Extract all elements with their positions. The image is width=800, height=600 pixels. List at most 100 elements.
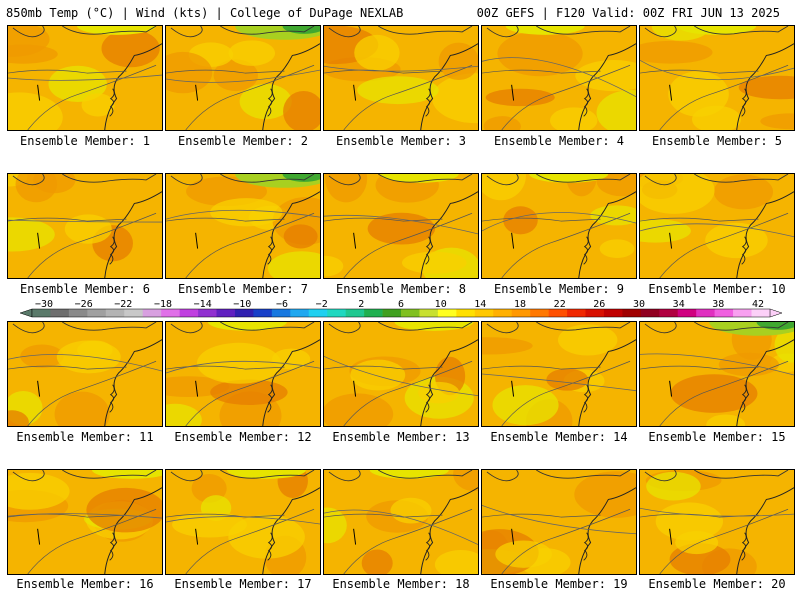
cool-air-region: [77, 26, 156, 35]
ensemble-map-panel: [7, 321, 163, 427]
temperature-blob: [81, 93, 115, 117]
colorbar-tick-label: 38: [712, 299, 724, 310]
map-mark: [353, 380, 357, 397]
bay-outline: [109, 532, 115, 561]
bay-outline: [583, 532, 589, 561]
temperature-blob: [668, 71, 729, 117]
lake-outline: [220, 174, 315, 183]
temperature-blob: [239, 83, 292, 120]
temperature-blob: [434, 550, 478, 574]
colorbar-swatch: [290, 309, 310, 317]
ensemble-map-panel: [323, 173, 479, 279]
temperature-blob: [8, 217, 55, 252]
temperature-blob: [324, 393, 394, 426]
lake-outline: [220, 470, 315, 479]
lake-outline: [170, 174, 203, 186]
state-border: [185, 64, 315, 130]
colorbar-swatch: [733, 309, 752, 317]
state-border: [8, 365, 127, 370]
lake-outline: [694, 174, 789, 183]
temperature-blob: [495, 540, 552, 568]
map-mark: [353, 84, 357, 101]
map-mark: [511, 232, 515, 249]
height-contour: [482, 504, 636, 535]
state-border: [659, 212, 789, 278]
map-mark: [37, 232, 41, 249]
colorbar-swatch: [50, 309, 70, 317]
temperature-blob: [483, 116, 521, 130]
colorbar-swatch: [456, 309, 476, 317]
temperature-blob: [48, 65, 107, 103]
bay-outline: [583, 236, 589, 265]
temperature-blob: [738, 75, 794, 100]
colorbar-tick-label: 22: [554, 299, 566, 310]
panel-label: Ensemble Member: 19: [490, 577, 628, 591]
model-run-info: 00Z GEFS | F120 Valid: 00Z FRI JUN 13 20…: [476, 6, 780, 20]
lake-outline: [486, 470, 519, 482]
state-border: [343, 64, 473, 130]
height-contour: [166, 69, 320, 83]
map-mark: [511, 380, 515, 397]
ensemble-map-panel: [323, 25, 479, 131]
ensemble-map-panel: [7, 173, 163, 279]
lake-outline: [328, 26, 361, 38]
state-border: [27, 212, 157, 278]
state-border: [166, 217, 285, 222]
temperature-blob: [361, 549, 393, 574]
bay-outline: [109, 88, 115, 117]
ensemble-map-panel: [639, 25, 795, 131]
ensemble-map-panel: [165, 25, 321, 131]
lake-outline: [170, 322, 203, 334]
colorbar-swatch: [751, 309, 771, 317]
colorbar-swatch: [530, 309, 549, 317]
colorbar-swatch: [622, 309, 642, 317]
colorbar-tick-label: −26: [75, 299, 93, 310]
height-contour: [640, 353, 794, 376]
lake-outline: [12, 470, 45, 482]
ensemble-map-panel: [481, 469, 637, 575]
state-border: [482, 69, 601, 74]
temperature-blob: [8, 26, 50, 57]
temperature-blob: [228, 514, 305, 559]
height-contour: [166, 209, 320, 220]
panel-label: Ensemble Member: 7: [177, 282, 309, 296]
temperature-blob: [324, 255, 344, 277]
bay-outline: [741, 532, 747, 561]
colorbar-swatch: [105, 309, 125, 317]
state-border: [482, 217, 601, 222]
colorbar-swatch: [437, 309, 457, 317]
colorbar-swatch: [161, 309, 180, 317]
lake-outline: [328, 470, 361, 482]
bay-outline: [267, 384, 273, 413]
temperature-blob: [210, 198, 283, 227]
colorbar-swatch: [68, 309, 88, 317]
ensemble-map-panel: [481, 321, 637, 427]
temperature-blob: [15, 174, 58, 203]
temperature-blob: [367, 212, 436, 245]
temperature-blob: [675, 531, 719, 555]
map-mark: [195, 528, 199, 545]
height-contour: [324, 509, 478, 545]
lake-outline: [328, 174, 361, 186]
temperature-blob: [228, 40, 276, 66]
lake-outline: [62, 26, 157, 35]
height-contour: [8, 219, 162, 223]
bay-outline: [741, 88, 747, 117]
ensemble-map-panel: [323, 469, 479, 575]
state-border: [659, 508, 789, 574]
colorbar-tick-label: 26: [593, 299, 605, 310]
panel-label: Ensemble Member: 4: [493, 134, 625, 148]
height-contour: [482, 57, 636, 97]
lake-outline: [486, 322, 519, 334]
colorbar-tick-label: 6: [398, 299, 404, 310]
height-contour: [482, 212, 636, 232]
height-contour: [324, 214, 478, 235]
bay-outline: [109, 384, 115, 413]
panel-label: Ensemble Member: 12: [174, 430, 312, 444]
colorbar-high-arrow: [769, 308, 782, 318]
state-border: [324, 365, 443, 370]
colorbar-swatch: [567, 309, 586, 317]
colorbar-swatch: [198, 309, 217, 317]
lake-outline: [378, 26, 473, 35]
lake-outline: [378, 174, 473, 183]
